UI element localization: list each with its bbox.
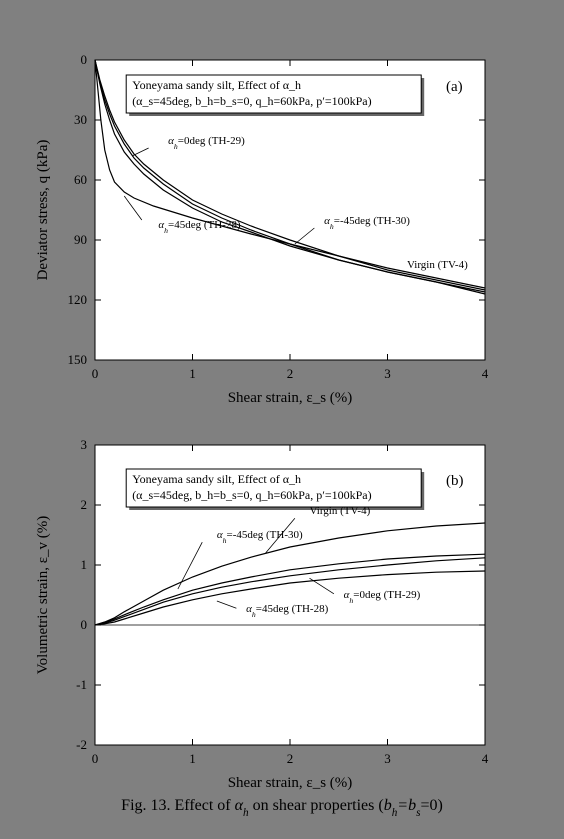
- ytick-label: 3: [81, 437, 88, 452]
- series-label: Virgin (TV-4): [407, 259, 468, 271]
- xtick-label: 4: [482, 751, 489, 766]
- panel-id: (a): [446, 79, 463, 95]
- legend-text: (α_s=45deg, b_h=b_s=0, q_h=60kPa, p′=100…: [132, 488, 371, 502]
- ytick-label: 150: [68, 352, 88, 367]
- ytick-label: 120: [68, 292, 88, 307]
- xtick-label: 3: [384, 751, 391, 766]
- ytick-label: -1: [76, 677, 87, 692]
- xtick-label: 4: [482, 366, 489, 381]
- xtick-label: 1: [189, 366, 196, 381]
- xtick-label: 0: [92, 751, 99, 766]
- y-axis-label: Volumetric strain, ε_v (%): [35, 516, 51, 675]
- xtick-label: 0: [92, 366, 99, 381]
- ytick-label: 60: [74, 172, 87, 187]
- ytick-label: 1: [81, 557, 88, 572]
- xtick-label: 2: [287, 751, 294, 766]
- y-axis-label: Deviator stress, q (kPa): [35, 140, 51, 281]
- panel-id: (b): [446, 473, 464, 489]
- xtick-label: 3: [384, 366, 391, 381]
- xtick-label: 2: [287, 366, 294, 381]
- legend-text: Yoneyama sandy silt, Effect of α_h: [132, 78, 301, 92]
- x-axis-label: Shear strain, ε_s (%): [228, 775, 353, 791]
- figure-caption: Fig. 13. Effect of αh on shear propertie…: [121, 797, 443, 819]
- legend-text: Yoneyama sandy silt, Effect of α_h: [132, 472, 301, 486]
- xtick-label: 1: [189, 751, 196, 766]
- ytick-label: 2: [81, 497, 88, 512]
- ytick-label: 0: [81, 617, 88, 632]
- ytick-label: 30: [74, 112, 87, 127]
- figure-page: { "page":{"w":564,"h":839,"bg":"#808080"…: [0, 0, 564, 839]
- x-axis-label: Shear strain, ε_s (%): [228, 390, 353, 406]
- legend-text: (α_s=45deg, b_h=b_s=0, q_h=60kPa, p′=100…: [132, 94, 371, 108]
- figure-svg: 012340306090120150Shear strain, ε_s (%)D…: [0, 0, 564, 839]
- ytick-label: 0: [81, 52, 88, 67]
- ytick-label: 90: [74, 232, 87, 247]
- ytick-label: -2: [76, 737, 87, 752]
